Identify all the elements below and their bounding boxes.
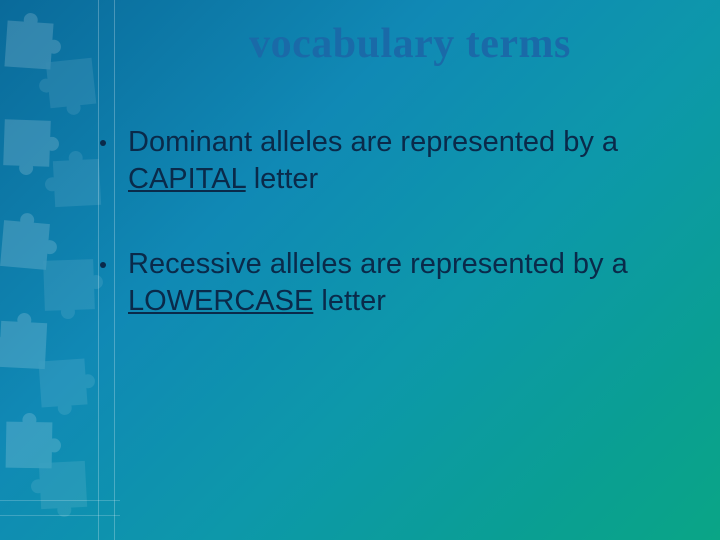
guide-line-horizontal <box>0 515 120 516</box>
bullet-item: Recessive alleles are represented by a L… <box>100 246 700 320</box>
slide-body: Dominant alleles are represented by a CA… <box>100 124 700 368</box>
bullet-pre: Recessive alleles are represented by a <box>128 248 628 280</box>
guide-line-vertical <box>98 0 99 540</box>
bullet-pre: Dominant alleles are represented by a <box>128 126 618 158</box>
bullet-text: Dominant alleles are represented by a CA… <box>128 124 700 198</box>
slide: vocabulary terms Dominant alleles are re… <box>0 0 720 540</box>
bullet-underlined: CAPITAL <box>128 163 246 195</box>
slide-title: vocabulary terms <box>120 20 700 68</box>
bullet-post: letter <box>246 163 319 195</box>
bullet-dot-icon <box>100 262 106 268</box>
bullet-post: letter <box>313 285 386 317</box>
bullet-text: Recessive alleles are represented by a L… <box>128 246 700 320</box>
bullet-underlined: LOWERCASE <box>128 285 313 317</box>
bullet-dot-icon <box>100 140 106 146</box>
guide-line-horizontal <box>0 500 120 501</box>
bullet-item: Dominant alleles are represented by a CA… <box>100 124 700 198</box>
